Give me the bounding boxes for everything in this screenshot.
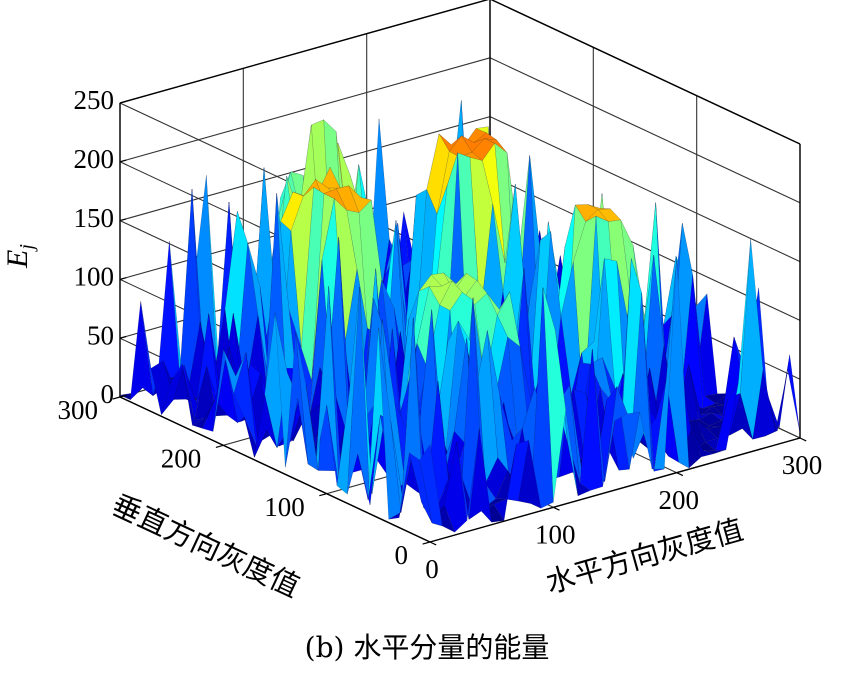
gridline-z bbox=[489, 116, 801, 263]
axes-box bbox=[112, 100, 807, 546]
gridline-z bbox=[489, 57, 801, 204]
surface-patch bbox=[191, 399, 216, 429]
surface-patch bbox=[301, 187, 325, 381]
surface-patch bbox=[408, 452, 433, 524]
surface-patch bbox=[579, 348, 603, 491]
x-tick-mark bbox=[429, 541, 437, 546]
surface-patch bbox=[542, 287, 566, 503]
surface-patch bbox=[181, 363, 205, 426]
y-tick-label: 300 bbox=[58, 395, 99, 425]
z-axis-label: Ej bbox=[1, 244, 38, 269]
surface-patch bbox=[653, 256, 677, 472]
z-tick-label: 150 bbox=[74, 203, 115, 233]
surface-chart: 01002003000100200300050100150200250水平方向灰… bbox=[1, 0, 823, 604]
surface-patch bbox=[233, 352, 257, 446]
surface-patch bbox=[285, 332, 309, 468]
y-tick-mark bbox=[319, 493, 327, 497]
x-tick-label: 300 bbox=[782, 450, 823, 480]
axis-edge bbox=[490, 0, 801, 145]
z-tick-label: 100 bbox=[74, 262, 115, 292]
surface-patch bbox=[777, 354, 801, 434]
x-axis-line bbox=[429, 437, 801, 543]
figure-caption: (b) 水平分量的能量 bbox=[304, 631, 550, 664]
z-axis-label-subscript: j bbox=[16, 244, 38, 253]
surface-patch bbox=[419, 443, 443, 527]
z-tick-label: 200 bbox=[74, 144, 115, 174]
x-tick-label: 100 bbox=[535, 520, 576, 550]
surface-patch bbox=[431, 504, 456, 533]
x-tick-mark bbox=[676, 472, 684, 477]
axis-edge bbox=[119, 0, 490, 104]
surface-patch bbox=[703, 449, 727, 455]
x-tick-label: 0 bbox=[425, 554, 439, 584]
y-tick-mark bbox=[215, 444, 224, 448]
z-tick-mark bbox=[119, 218, 127, 222]
y-tick-mark bbox=[422, 541, 431, 545]
surface-patch bbox=[223, 349, 247, 395]
surface-patch bbox=[764, 369, 788, 437]
surface-patch bbox=[439, 280, 463, 311]
surface-patch bbox=[752, 369, 776, 440]
y-axis-line bbox=[119, 396, 431, 543]
surface-patch bbox=[690, 430, 715, 458]
x-tick-mark bbox=[799, 437, 807, 442]
z-tick-mark bbox=[119, 159, 127, 163]
surface-patch bbox=[604, 386, 628, 482]
surface-patch bbox=[505, 440, 529, 502]
surface-patch bbox=[130, 301, 154, 401]
surface-patch bbox=[311, 193, 335, 381]
z-tick-label: 0 bbox=[101, 379, 115, 409]
x-tick-label: 200 bbox=[658, 485, 699, 515]
surface-plot bbox=[119, 100, 801, 533]
surface-patch bbox=[378, 327, 402, 520]
y-tick-label: 0 bbox=[395, 540, 409, 570]
y-tick-label: 200 bbox=[161, 444, 202, 474]
x-tick-mark bbox=[553, 506, 560, 511]
surface-patch bbox=[766, 354, 790, 431]
surface-patch bbox=[367, 327, 391, 501]
z-tick-label: 250 bbox=[74, 85, 115, 115]
surface-patch bbox=[418, 274, 443, 292]
gridline-z bbox=[119, 116, 491, 222]
z-tick-mark bbox=[119, 100, 127, 104]
z-tick-mark bbox=[119, 335, 127, 339]
z-tick-mark bbox=[119, 394, 127, 398]
y-tick-label: 100 bbox=[264, 492, 305, 522]
surface-patch bbox=[694, 419, 719, 442]
surface-patch bbox=[740, 238, 764, 440]
surface-patch bbox=[530, 287, 554, 509]
y-tick-mark bbox=[112, 396, 121, 400]
surface-patch bbox=[254, 394, 278, 458]
surface-patch bbox=[704, 393, 729, 404]
surface-patch bbox=[497, 291, 521, 348]
surface-patch bbox=[641, 292, 665, 472]
surface-patch bbox=[555, 330, 579, 496]
z-tick-label: 50 bbox=[87, 320, 114, 350]
z-tick-mark bbox=[119, 277, 127, 280]
surface-patch bbox=[729, 392, 753, 440]
surface-patch bbox=[428, 280, 453, 306]
gridline-z bbox=[119, 57, 491, 163]
surface-patch bbox=[597, 208, 622, 222]
